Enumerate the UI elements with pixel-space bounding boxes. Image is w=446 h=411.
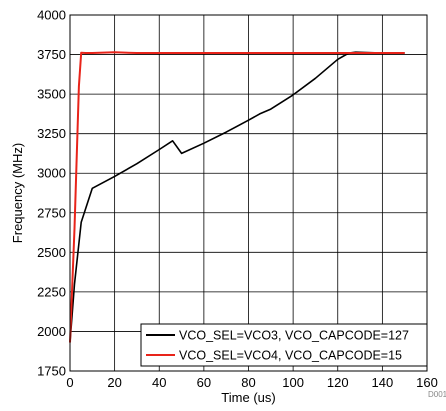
x-axis-label: Time (us) bbox=[221, 390, 275, 405]
grid-lines bbox=[69, 14, 428, 372]
y-tick-label: 3000 bbox=[37, 166, 66, 181]
y-tick-label: 2750 bbox=[37, 205, 66, 220]
x-tick-label: 100 bbox=[282, 375, 304, 390]
x-tick-label: 20 bbox=[107, 375, 121, 390]
legend-label-vco3: VCO_SEL=VCO3, VCO_CAPCODE=127 bbox=[179, 329, 409, 343]
plot-frame bbox=[69, 14, 428, 372]
y-tick-label: 2000 bbox=[37, 324, 66, 339]
series-line-vco3 bbox=[69, 51, 405, 343]
y-tick-label: 3500 bbox=[37, 87, 66, 102]
axis-ticks: 0 20 40 60 80 100 120 140 160 1750 2000 2250 2500 275… bbox=[37, 8, 438, 391]
y-tick-label: 4000 bbox=[37, 8, 66, 23]
x-tick-label: 40 bbox=[152, 375, 166, 390]
y-tick-label: 2500 bbox=[37, 245, 66, 260]
series-line-vco4 bbox=[69, 51, 405, 343]
legend-label-vco4: VCO_SEL=VCO4, VCO_CAPCODE=15 bbox=[179, 349, 402, 363]
y-tick-label: 3250 bbox=[37, 126, 66, 141]
x-tick-label: 80 bbox=[241, 375, 255, 390]
legend: VCO_SEL=VCO3, VCO_CAPCODE=127 VCO_SEL=VC… bbox=[140, 323, 428, 367]
series-lines bbox=[69, 51, 405, 343]
y-tick-label: 1750 bbox=[37, 364, 66, 379]
x-tick-label: 160 bbox=[416, 375, 438, 390]
x-tick-label: 60 bbox=[197, 375, 211, 390]
y-axis-label: Frequency (MHz) bbox=[10, 143, 25, 243]
y-tick-label: 2250 bbox=[37, 284, 66, 299]
legend-box bbox=[140, 323, 428, 367]
x-tick-label: 0 bbox=[66, 375, 73, 390]
figure-code: D001 bbox=[428, 390, 446, 399]
x-tick-label: 120 bbox=[327, 375, 349, 390]
y-tick-label: 3750 bbox=[37, 47, 66, 62]
x-tick-label: 140 bbox=[372, 375, 394, 390]
